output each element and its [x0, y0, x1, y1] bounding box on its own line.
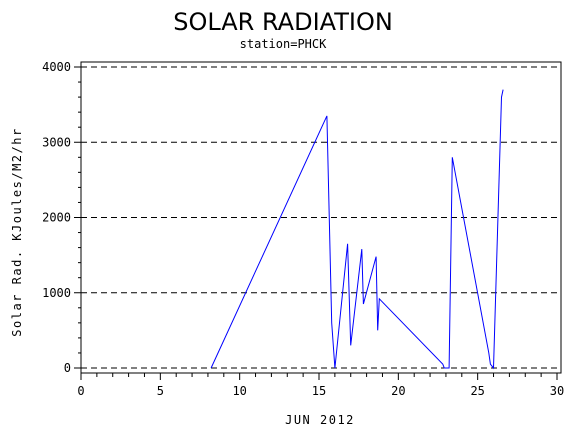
- x-tick-label: 25: [470, 384, 484, 398]
- x-tick-label: 10: [232, 384, 246, 398]
- chart-title: SOLAR RADIATION: [173, 8, 393, 36]
- y-tick-label: 2000: [42, 211, 71, 225]
- x-tick-label: 5: [157, 384, 164, 398]
- y-axis-label: Solar Rad. KJoules/M2/hr: [10, 127, 24, 336]
- x-tick-label: 30: [550, 384, 564, 398]
- y-axis: 0 1000 2000 3000 4000: [42, 60, 81, 375]
- y-tick-label: 3000: [42, 135, 71, 149]
- x-axis-label: JUN 2012: [285, 413, 355, 427]
- chart-subtitle: station=PHCK: [240, 37, 327, 51]
- x-axis: 0 5 10 15 20 25 30: [77, 373, 564, 398]
- y-tick-label: 0: [64, 361, 71, 375]
- x-tick-label: 20: [391, 384, 405, 398]
- y-tick-label: 1000: [42, 286, 71, 300]
- x-tick-label: 0: [77, 384, 84, 398]
- series-line-0: [210, 89, 504, 370]
- series-group: [210, 89, 504, 370]
- x-tick-label: 15: [312, 384, 326, 398]
- y-tick-label: 4000: [42, 60, 71, 74]
- grid-lines: [81, 66, 561, 369]
